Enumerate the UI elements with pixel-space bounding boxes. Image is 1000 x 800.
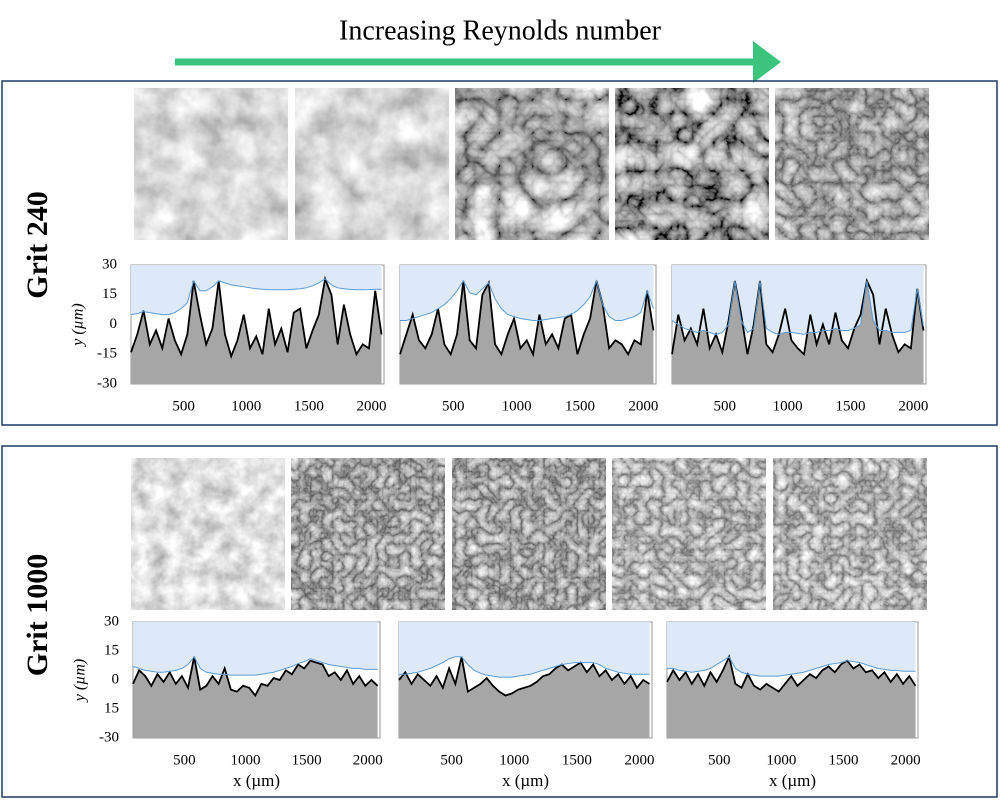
interface-line	[132, 655, 378, 676]
x-tick-label: 500	[172, 398, 195, 414]
y-tick-label: 30	[104, 613, 119, 629]
y-tick-label: -30	[97, 375, 117, 391]
interface-fill	[133, 622, 378, 676]
surface-fill	[672, 280, 924, 384]
micrograph	[774, 87, 930, 241]
x-tick-label: 1000	[502, 398, 532, 414]
interface-fill	[400, 265, 654, 321]
micrograph	[130, 457, 286, 611]
x-axis-label: x (µm)	[502, 771, 549, 790]
x-tick-label: 2000	[624, 752, 654, 768]
interface-fill	[672, 265, 924, 335]
y-axis-label: y (µm)	[72, 659, 89, 704]
x-tick-label: 2000	[353, 752, 383, 768]
x-tick-label: 500	[714, 398, 737, 414]
x-tick-label: 1000	[230, 752, 260, 768]
y-tick-label: 15	[104, 700, 119, 716]
micrograph	[290, 457, 446, 611]
y-tick-label: -30	[99, 729, 119, 745]
x-axis-label: x (µm)	[233, 771, 280, 790]
x-tick-label: 1500	[294, 398, 324, 414]
interface-line	[400, 279, 654, 322]
micrograph	[772, 457, 928, 611]
x-tick-label: 500	[173, 752, 196, 768]
x-tick-label: 1500	[836, 398, 866, 414]
surface-line	[130, 275, 383, 360]
micrograph	[611, 457, 767, 611]
micrograph	[294, 87, 450, 241]
surface-fill	[667, 656, 916, 738]
surface-fill	[400, 280, 654, 384]
panel-frame	[1, 80, 998, 426]
title: Increasing Reynolds number	[339, 15, 662, 46]
surface-fill	[399, 656, 650, 738]
x-tick-label: 500	[440, 752, 463, 768]
surface-fill	[133, 656, 378, 738]
interface-line	[130, 278, 382, 316]
surface-line	[671, 277, 925, 357]
interface-fill	[667, 622, 916, 677]
micrograph	[454, 87, 610, 241]
panel-frame	[1, 445, 998, 798]
micrograph	[133, 87, 289, 241]
surface-line	[399, 279, 655, 358]
interface-line	[399, 656, 650, 678]
x-tick-label: 1500	[828, 752, 858, 768]
x-tick-label: 2000	[628, 398, 658, 414]
micrograph	[451, 457, 607, 611]
x-tick-label: 500	[708, 752, 731, 768]
y-tick-label: 0	[110, 316, 118, 332]
x-tick-label: 1000	[766, 752, 796, 768]
interface-fill	[399, 622, 650, 678]
y-tick-label: 15	[104, 642, 119, 658]
x-tick-label: 1500	[562, 752, 592, 768]
x-tick-label: 1500	[565, 398, 595, 414]
micrographs	[130, 87, 930, 611]
x-tick-label: 1500	[292, 752, 322, 768]
y-axis-label: y (µm)	[70, 303, 87, 348]
y-tick-label: -15	[97, 346, 117, 362]
y-tick-label: 15	[102, 286, 117, 302]
interface-fill	[131, 265, 382, 315]
micrograph	[614, 87, 770, 241]
surface-line	[398, 656, 650, 697]
surface-fill	[131, 278, 382, 384]
surface-line	[666, 654, 917, 693]
x-tick-label: 1000	[773, 398, 803, 414]
surface-line	[132, 656, 379, 698]
x-tick-label: 2000	[356, 398, 386, 414]
x-tick-label: 500	[442, 398, 465, 414]
x-tick-label: 1000	[499, 752, 529, 768]
x-tick-label: 2000	[898, 398, 928, 414]
x-tick-label: 1000	[231, 398, 261, 414]
interface-line	[667, 656, 916, 677]
interface-line	[671, 280, 924, 335]
panel-label: Grit 240	[21, 191, 54, 298]
y-tick-label: 0	[112, 671, 120, 687]
x-tick-label: 2000	[891, 752, 921, 768]
x-axis-label: x (µm)	[769, 771, 816, 790]
y-tick-label: 30	[102, 256, 117, 272]
panel-label: Grit 1000	[21, 554, 54, 676]
